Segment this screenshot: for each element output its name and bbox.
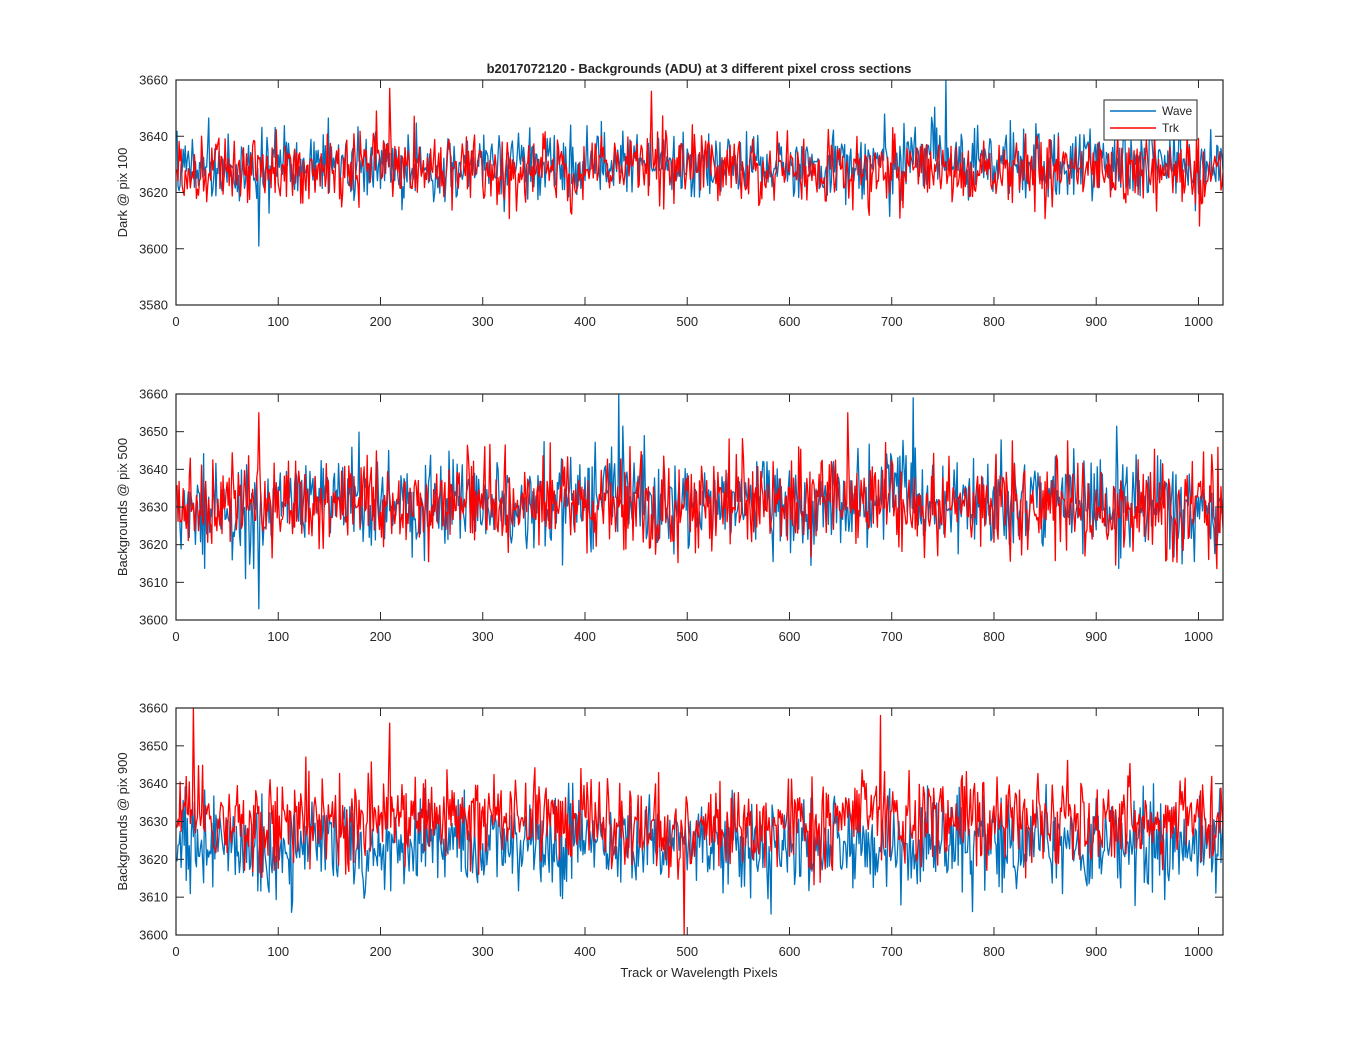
x-tick-label: 700 xyxy=(881,944,903,959)
series-line-trk xyxy=(176,708,1223,935)
y-tick-label: 3660 xyxy=(139,387,168,402)
y-tick-label: 3600 xyxy=(139,928,168,943)
x-tick-label: 200 xyxy=(370,314,392,329)
x-tick-label: 700 xyxy=(881,629,903,644)
series-lines xyxy=(176,80,1223,247)
series-line-trk xyxy=(176,412,1223,570)
x-tick-label: 800 xyxy=(983,629,1005,644)
y-tick-label: 3640 xyxy=(139,462,168,477)
legend: Wave Trk xyxy=(1103,99,1198,141)
y-tick-label: 3620 xyxy=(139,537,168,552)
subplot-panels: 0 100 200 300 400 500 600 700 800 900 100035803600… xyxy=(115,73,1224,959)
x-tick-label: 400 xyxy=(574,314,596,329)
x-tick-label: 200 xyxy=(370,629,392,644)
y-tick-label: 3650 xyxy=(139,738,168,753)
x-tick-label: 400 xyxy=(574,944,596,959)
y-axis-title: Backgrounds @ pix 500 xyxy=(115,438,130,576)
y-tick-label: 3620 xyxy=(139,852,168,867)
series-line-trk xyxy=(176,87,1223,227)
y-tick-label: 3630 xyxy=(139,814,168,829)
x-tick-label: 300 xyxy=(472,629,494,644)
x-tick-label: 100 xyxy=(267,629,289,644)
x-tick-label: 500 xyxy=(676,944,698,959)
x-tick-label: 200 xyxy=(370,944,392,959)
y-tick-label: 3660 xyxy=(139,73,168,88)
x-tick-label: 900 xyxy=(1085,629,1107,644)
series-line-wave xyxy=(176,782,1223,915)
figure-title: b2017072120 - Backgrounds (ADU) at 3 dif… xyxy=(487,61,912,76)
series-lines xyxy=(176,394,1223,610)
x-tick-label: 1000 xyxy=(1184,944,1213,959)
legend-label-trk: Trk xyxy=(1162,121,1180,135)
y-tick-label: 3580 xyxy=(139,298,168,313)
x-tick-label: 500 xyxy=(676,629,698,644)
x-tick-label: 0 xyxy=(172,314,179,329)
x-tick-label: 500 xyxy=(676,314,698,329)
x-tick-label: 400 xyxy=(574,629,596,644)
x-axis-title: Track or Wavelength Pixels xyxy=(620,965,778,980)
x-tick-label: 700 xyxy=(881,314,903,329)
subplot-1: 0 100 200 300 400 500 600 700 800 900 1000 3580 3600… xyxy=(115,73,1224,329)
x-tick-label: 600 xyxy=(779,314,801,329)
x-tick-label: 1000 xyxy=(1184,314,1213,329)
legend-label-wave: Wave xyxy=(1162,104,1193,118)
y-tick-label: 3640 xyxy=(139,129,168,144)
y-tick-label: 3630 xyxy=(139,500,168,515)
subplot-2: 0 100 200 300 400 500 600 700 800 900 1000 3600 3610… xyxy=(115,387,1224,644)
y-tick-label: 3640 xyxy=(139,776,168,791)
y-tick-label: 3600 xyxy=(139,241,168,256)
x-tick-label: 100 xyxy=(267,314,289,329)
x-tick-label: 100 xyxy=(267,944,289,959)
x-tick-label: 1000 xyxy=(1184,629,1213,644)
series-lines xyxy=(176,708,1223,935)
y-tick-label: 3600 xyxy=(139,613,168,628)
x-tick-label: 900 xyxy=(1085,944,1107,959)
x-tick-label: 900 xyxy=(1085,314,1107,329)
x-tick-label: 300 xyxy=(472,314,494,329)
x-tick-label: 600 xyxy=(779,944,801,959)
x-tick-label: 800 xyxy=(983,944,1005,959)
y-tick-label: 3610 xyxy=(139,890,168,905)
x-tick-label: 0 xyxy=(172,944,179,959)
x-tick-label: 0 xyxy=(172,629,179,644)
y-tick-label: 3610 xyxy=(139,575,168,590)
x-tick-label: 300 xyxy=(472,944,494,959)
y-tick-label: 3660 xyxy=(139,701,168,716)
y-tick-label: 3620 xyxy=(139,185,168,200)
y-axis-title: Backgrounds @ pix 900 xyxy=(115,752,130,890)
y-tick-label: 3650 xyxy=(139,424,168,439)
x-tick-label: 600 xyxy=(779,629,801,644)
legend-box xyxy=(1103,99,1198,141)
x-tick-label: 800 xyxy=(983,314,1005,329)
y-axis-title: Dark @ pix 100 xyxy=(115,148,130,238)
subplot-3: 0 100 200 300 400 500 600 700 800 900 1000 3600 3610… xyxy=(115,701,1224,959)
